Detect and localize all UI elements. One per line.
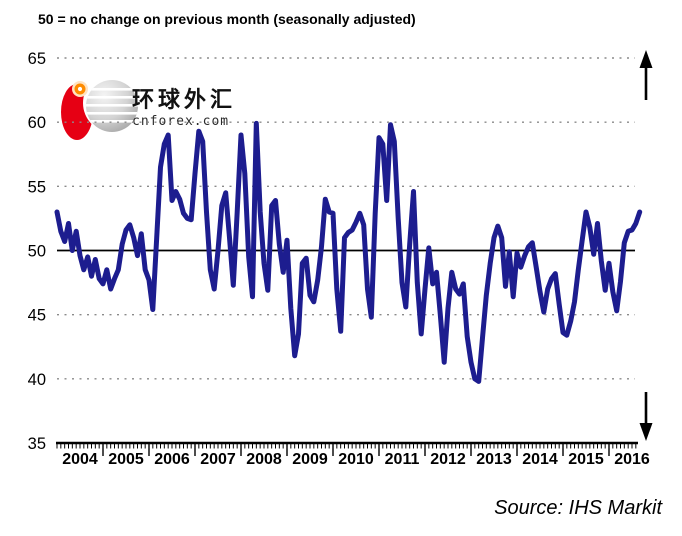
x-axis-year-label: 2011	[385, 451, 420, 468]
watermark-domain-text: cnforex.com	[132, 114, 229, 129]
y-axis-tick-label: 60	[28, 114, 46, 132]
up-arrow-icon	[639, 50, 653, 100]
down-arrow-icon	[639, 392, 653, 441]
x-axis-year-label: 2007	[200, 451, 236, 468]
y-axis-tick-label: 40	[28, 371, 46, 389]
x-axis-year-label: 2009	[292, 451, 328, 468]
watermark-brand-text: 环球外汇	[132, 87, 236, 112]
series-layer	[54, 120, 643, 384]
x-axis-year-label: 2010	[338, 451, 374, 468]
x-axis-year-label: 2012	[430, 451, 466, 468]
logo-globe-stripes	[86, 88, 138, 123]
y-axis-tick-label: 50	[28, 243, 46, 261]
source-attribution: Source: IHS Markit	[494, 497, 662, 519]
x-axis-year-label: 2016	[614, 451, 650, 468]
chart-title: 50 = no change on previous month (season…	[38, 11, 416, 27]
pmi-series-line	[54, 120, 643, 384]
y-axis-tick-label: 65	[28, 50, 46, 68]
axis-labels-layer: 65 60 55 50 45 40 35 2004 2005 2006 2007 2008 2009 20…	[28, 50, 650, 468]
y-axis-tick-label: 55	[28, 178, 46, 196]
logo-sun-core	[77, 86, 83, 92]
x-axis-year-label: 2013	[476, 451, 512, 468]
y-axis-tick-label: 35	[28, 435, 46, 453]
y-axis-tick-label: 45	[28, 307, 46, 325]
watermark-logo: 环球外汇 cnforex.com	[61, 73, 236, 140]
x-axis-year-label: 2006	[154, 451, 190, 468]
x-axis-year-label: 2014	[522, 451, 558, 468]
x-axis-year-label: 2005	[108, 451, 144, 468]
x-axis-year-label: 2015	[568, 451, 604, 468]
x-axis-year-label: 2004	[62, 451, 98, 468]
x-axis-layer	[56, 441, 638, 456]
x-axis-year-label: 2008	[246, 451, 282, 468]
